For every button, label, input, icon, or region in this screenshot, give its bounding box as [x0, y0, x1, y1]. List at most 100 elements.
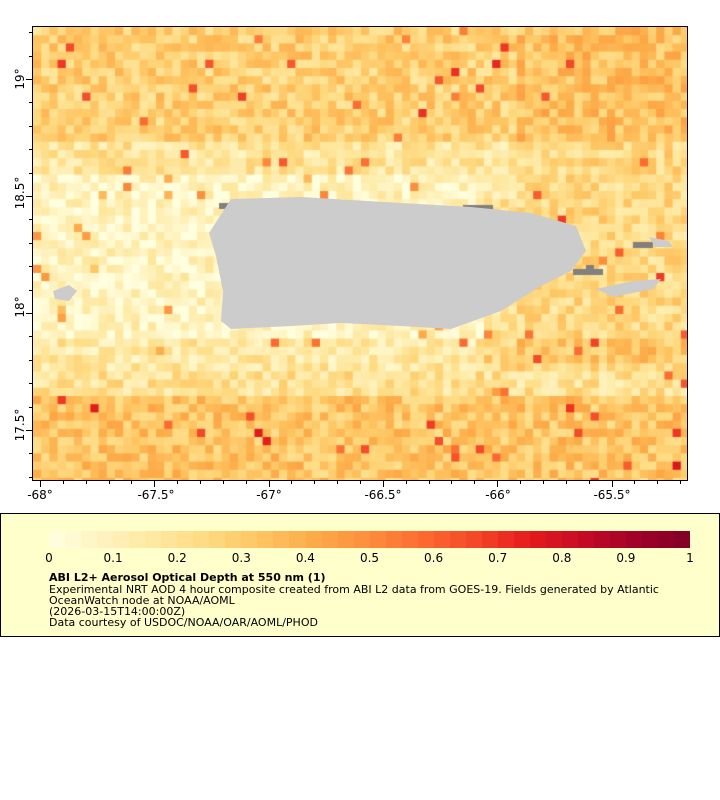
axis-tick: [29, 359, 32, 361]
axis-tick: [428, 481, 430, 484]
lat-tick-label: 18°: [13, 296, 27, 318]
axis-tick: [474, 481, 476, 484]
axis-tick: [62, 481, 64, 484]
colorbar-tick-label: 0.7: [488, 551, 508, 565]
lon-tick-label: -68°: [27, 488, 53, 502]
lon-tick-label: -67.5°: [137, 488, 175, 502]
colorbar-tick-label: 0: [45, 551, 53, 565]
colorbar-tick-label: 0.8: [552, 551, 572, 565]
colorbar-segment: [337, 531, 354, 548]
land-overlay: [53, 197, 673, 329]
colorbar-segment: [497, 531, 514, 548]
colorbar-tick-label: 1: [686, 551, 694, 565]
axis-tick: [29, 453, 32, 455]
colorbar-segment: [209, 531, 226, 548]
colorbar-segment: [273, 531, 290, 548]
colorbar-segment: [401, 531, 418, 548]
axis-tick: [29, 32, 32, 34]
legend-description-2: OceanWatch node at NOAA/AOML: [49, 594, 235, 607]
axis-tick: [405, 481, 407, 484]
colorbar-segment: [449, 531, 466, 548]
axis-tick: [565, 481, 567, 484]
axis-tick: [520, 481, 522, 484]
colorbar-tick-label: 0.4: [295, 551, 315, 565]
colorbar-segment: [49, 531, 66, 548]
colorbar-segment: [353, 531, 370, 548]
axis-tick: [29, 336, 32, 338]
axis-tick: [291, 481, 293, 484]
axis-tick: [200, 481, 202, 484]
colorbar-segment: [145, 531, 162, 548]
lat-tick-label: 19°: [13, 68, 27, 90]
legend-title: ABI L2+ Aerosol Optical Depth at 550 nm …: [49, 571, 326, 584]
colorbar-segment: [642, 531, 659, 548]
colorbar-segment: [529, 531, 546, 548]
colorbar-segment: [225, 531, 242, 548]
puerto-rico-land: [209, 197, 586, 329]
colorbar-segment: [193, 531, 210, 548]
axis-tick: [26, 313, 32, 314]
lon-tick-label: -65.5°: [593, 488, 631, 502]
colorbar-segment: [129, 531, 146, 548]
colorbar-segment: [385, 531, 402, 548]
colorbar-segment: [241, 531, 258, 548]
colorbar: [49, 531, 691, 548]
axis-tick: [177, 481, 179, 484]
axis-tick: [588, 481, 590, 484]
colorbar-tick-label: 0.2: [167, 551, 187, 565]
axis-tick: [29, 289, 32, 291]
axis-tick: [29, 219, 32, 221]
axis-tick: [29, 383, 32, 385]
colorbar-tick-label: 0.5: [359, 551, 380, 565]
vieques-land: [596, 279, 661, 297]
colorbar-segment: [481, 531, 498, 548]
axis-tick: [314, 481, 316, 484]
colorbar-segment: [289, 531, 306, 548]
axis-tick: [26, 430, 32, 431]
colorbar-segment: [465, 531, 482, 548]
axis-tick: [611, 481, 613, 487]
colorbar-tick-label: 0.1: [103, 551, 123, 565]
axis-tick: [85, 481, 87, 484]
colorbar-segment: [513, 531, 530, 548]
colorbar-segment: [97, 531, 114, 548]
axis-tick: [382, 481, 384, 487]
legend-credit: Data courtesy of USDOC/NOAA/OAR/AOML/PHO…: [49, 616, 318, 629]
colorbar-segment: [161, 531, 178, 548]
axis-tick: [497, 481, 499, 487]
axis-tick: [29, 476, 32, 478]
colorbar-segment: [433, 531, 450, 548]
axis-tick: [29, 102, 32, 104]
colorbar-segment: [594, 531, 611, 548]
axis-tick: [451, 481, 453, 484]
axis-tick: [222, 481, 224, 484]
colorbar-segment: [626, 531, 643, 548]
mona-island-land: [53, 285, 77, 301]
axis-tick: [29, 55, 32, 57]
axis-tick: [268, 481, 270, 487]
colorbar-tick-label: 0.3: [231, 551, 251, 565]
axis-tick: [131, 481, 133, 484]
culebra-land: [649, 237, 673, 247]
axis-tick: [360, 481, 362, 484]
colorbar-segment: [658, 531, 675, 548]
colorbar-tick-label: 0.6: [424, 551, 444, 565]
legend-description-1: Experimental NRT AOD 4 hour composite cr…: [49, 583, 659, 596]
lon-tick-label: -67°: [256, 488, 282, 502]
axis-tick: [29, 242, 32, 244]
colorbar-segment: [177, 531, 194, 548]
colorbar-segment: [81, 531, 98, 548]
legend-time: (2026-03-15T14:00:00Z): [49, 605, 186, 618]
colorbar-segment: [321, 531, 338, 548]
colorbar-segment: [674, 531, 691, 548]
axis-tick: [29, 125, 32, 127]
colorbar-segment: [369, 531, 386, 548]
axis-tick: [657, 481, 659, 484]
lon-tick-label: -66°: [485, 488, 511, 502]
lon-tick-label: -66.5°: [364, 488, 402, 502]
colorbar-segment: [610, 531, 627, 548]
axis-tick: [154, 481, 156, 487]
axis-tick: [29, 149, 32, 151]
axis-tick: [29, 266, 32, 268]
colorbar-segment: [417, 531, 434, 548]
